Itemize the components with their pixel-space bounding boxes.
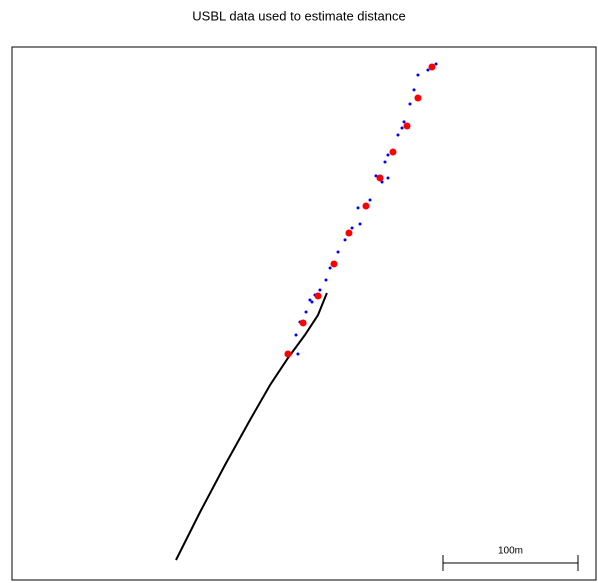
position-point bbox=[324, 278, 328, 282]
position-point bbox=[330, 260, 338, 268]
position-point bbox=[318, 288, 322, 292]
position-point bbox=[299, 319, 307, 327]
position-point bbox=[386, 176, 390, 180]
position-point bbox=[416, 73, 420, 77]
position-point bbox=[368, 198, 372, 202]
position-point bbox=[314, 292, 322, 300]
position-point bbox=[396, 133, 400, 137]
position-point bbox=[414, 94, 422, 102]
position-point bbox=[376, 174, 384, 182]
chart-title: USBL data used to estimate distance bbox=[192, 8, 405, 23]
position-point bbox=[350, 226, 354, 230]
position-point bbox=[362, 202, 370, 210]
position-point bbox=[328, 266, 332, 270]
position-point bbox=[408, 102, 412, 106]
position-point bbox=[308, 298, 312, 302]
position-point bbox=[336, 250, 340, 254]
position-point bbox=[345, 229, 353, 237]
position-point bbox=[296, 352, 300, 356]
position-point bbox=[402, 120, 406, 124]
position-point bbox=[358, 222, 362, 226]
plot-frame bbox=[11, 46, 597, 581]
position-point bbox=[284, 350, 292, 358]
position-point bbox=[426, 68, 430, 72]
scale-bar-label: 100m bbox=[498, 546, 523, 557]
position-point bbox=[428, 63, 436, 71]
position-point bbox=[310, 300, 314, 304]
position-point bbox=[304, 310, 308, 314]
position-point bbox=[412, 88, 416, 92]
position-point bbox=[389, 148, 397, 156]
position-point bbox=[434, 62, 438, 66]
position-point bbox=[383, 160, 387, 164]
position-point bbox=[356, 206, 360, 210]
position-point bbox=[386, 153, 390, 157]
position-point bbox=[400, 126, 404, 130]
position-point bbox=[380, 180, 384, 184]
position-point bbox=[374, 174, 378, 178]
position-point bbox=[343, 238, 347, 242]
position-point bbox=[294, 333, 298, 337]
position-point bbox=[403, 122, 411, 130]
track-line bbox=[175, 292, 328, 561]
